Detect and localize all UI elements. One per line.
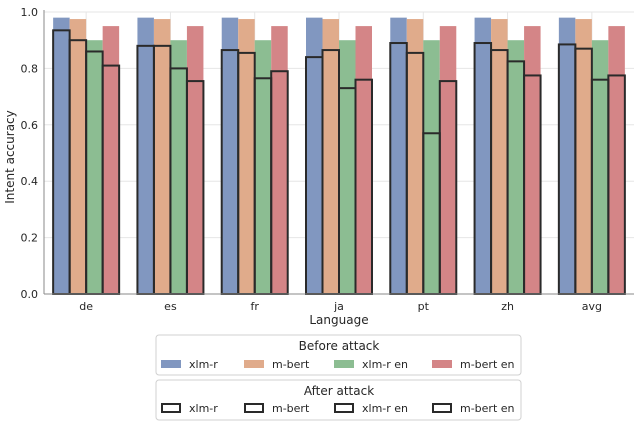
- bar-before-m-bert-es: [153, 19, 171, 295]
- bar-before-m-bert-de: [69, 19, 87, 295]
- legend-label-before_attack-m-bert: m-bert: [272, 358, 310, 371]
- before-attack-bars: [53, 17, 625, 295]
- bar-before-m-bert-avg: [575, 19, 592, 295]
- legend-after-title: After attack: [304, 384, 374, 398]
- y-axis-label: Intent accuracy: [3, 110, 17, 204]
- legend-label-after_attack-m-bert-en: m-bert en: [460, 402, 515, 415]
- bar-before-m-bert-en-fr: [271, 26, 288, 294]
- legend-before-title: Before attack: [299, 339, 380, 353]
- legend-label-before_attack-xlm-r-en: xlm-r en: [362, 358, 408, 371]
- bar-before-xlm-r-en-pt: [423, 40, 440, 295]
- legend-label-after_attack-xlm-r-en: xlm-r en: [362, 402, 408, 415]
- legend-swatch-before_attack-xlm-r: [161, 360, 181, 368]
- y-tick-label: 1.0: [21, 6, 39, 19]
- legend-swatch-before_attack-xlm-r-en: [334, 360, 354, 368]
- y-tick-label: 0.8: [21, 62, 39, 75]
- y-tick-label: 0.6: [21, 119, 39, 132]
- y-tick-label: 0.0: [21, 288, 39, 301]
- y-tick-label: 0.4: [21, 175, 39, 188]
- x-tick-label: de: [79, 300, 93, 313]
- bar-before-m-bert-en-es: [186, 26, 204, 294]
- legend-swatch-after_attack-m-bert: [244, 403, 264, 413]
- bar-before-xlm-r-fr: [221, 17, 239, 294]
- bar-before-xlm-r-en-es: [170, 40, 187, 295]
- bar-before-xlm-r-en-fr: [254, 40, 272, 295]
- bar-before-xlm-r-en-avg: [591, 40, 609, 295]
- bar-before-xlm-r-zh: [474, 17, 492, 294]
- y-tick-label: 0.2: [21, 232, 39, 245]
- bar-before-m-bert-en-de: [102, 26, 120, 294]
- x-tick-label: pt: [418, 300, 430, 313]
- legend-after-frame: [155, 379, 522, 421]
- legend-swatch-after_attack-xlm-r: [161, 403, 181, 413]
- legend-before-attack: Before attack xlm-r m-bert xlm-r en m-bert …: [155, 334, 522, 376]
- x-tick-label: zh: [501, 300, 514, 313]
- legend-swatch-after_attack-xlm-r-en: [334, 403, 354, 413]
- bar-before-m-bert-pt: [406, 19, 424, 295]
- bar-before-xlm-r-en-de: [86, 40, 103, 295]
- bar-before-m-bert-ja: [322, 19, 339, 295]
- legend-label-after_attack-m-bert: m-bert: [272, 402, 310, 415]
- bar-before-xlm-r-de: [53, 17, 70, 294]
- x-tick-label: avg: [582, 300, 602, 313]
- bar-before-m-bert-fr: [238, 19, 255, 295]
- axes: [43, 10, 634, 295]
- bar-before-xlm-r-avg: [558, 17, 576, 294]
- x-tick-label: fr: [251, 300, 260, 313]
- bar-before-xlm-r-es: [137, 17, 154, 294]
- bar-before-xlm-r-en-ja: [339, 40, 356, 295]
- legend-swatch-before_attack-m-bert-en: [432, 360, 452, 368]
- bar-before-m-bert-en-pt: [439, 26, 457, 294]
- legend-after-attack: After attack xlm-r m-bert xlm-r en m-bert e…: [155, 379, 522, 421]
- x-tick-label: ja: [333, 300, 344, 313]
- legend-swatch-before_attack-m-bert: [244, 360, 264, 368]
- x-axis-label: Language: [309, 313, 368, 327]
- x-tick-labels: de es fr ja pt zh avg: [79, 300, 602, 313]
- legend-label-before_attack-xlm-r: xlm-r: [189, 358, 218, 371]
- bar-before-m-bert-zh: [491, 19, 508, 295]
- y-tick-labels: 0.0 0.2 0.4 0.6 0.8 1.0: [21, 6, 39, 301]
- bar-before-xlm-r-en-zh: [507, 40, 525, 295]
- bar-before-m-bert-en-zh: [524, 26, 541, 294]
- bar-before-xlm-r-ja: [306, 17, 323, 294]
- bar-before-m-bert-en-ja: [355, 26, 372, 294]
- bar-before-xlm-r-pt: [390, 17, 407, 294]
- x-tick-label: es: [164, 300, 177, 313]
- bar-before-m-bert-en-avg: [608, 26, 625, 294]
- legend-label-after_attack-xlm-r: xlm-r: [189, 402, 218, 415]
- legend-label-before_attack-m-bert-en: m-bert en: [460, 358, 515, 371]
- legend-swatch-after_attack-m-bert-en: [432, 403, 452, 413]
